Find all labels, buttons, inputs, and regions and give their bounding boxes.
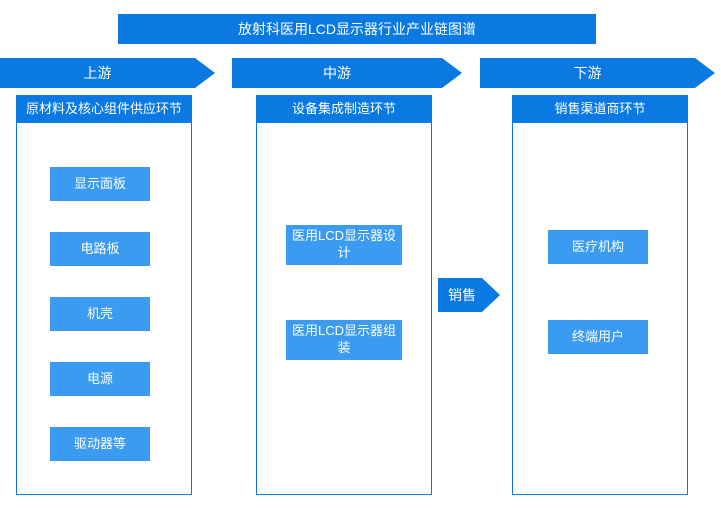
- section-label-midstream: 中游: [232, 58, 442, 88]
- section-label-downstream: 下游: [480, 58, 695, 88]
- upstream-item: 显示面板: [50, 167, 150, 201]
- upstream-item: 驱动器等: [50, 427, 150, 461]
- arrow-head-icon: [442, 58, 462, 88]
- section-arrow-upstream: 上游: [0, 58, 215, 88]
- arrow-head-icon: [195, 58, 215, 88]
- column-header-midstream: 设备集成制造环节: [257, 96, 431, 123]
- downstream-item: 终端用户: [548, 320, 648, 354]
- column-midstream: 设备集成制造环节: [256, 95, 432, 495]
- column-header-downstream: 销售渠道商环节: [513, 96, 687, 123]
- section-arrow-downstream: 下游: [480, 58, 715, 88]
- section-arrow-midstream: 中游: [232, 58, 462, 88]
- downstream-item: 医疗机构: [548, 230, 648, 264]
- midstream-item: 医用LCD显示器组装: [286, 320, 402, 360]
- upstream-item: 电路板: [50, 232, 150, 266]
- sale-arrow: 销售: [438, 278, 500, 312]
- upstream-item: 机壳: [50, 297, 150, 331]
- midstream-item: 医用LCD显示器设计: [286, 225, 402, 265]
- upstream-item: 电源: [50, 362, 150, 396]
- sale-label: 销售: [438, 278, 482, 312]
- column-downstream: 销售渠道商环节: [512, 95, 688, 495]
- section-label-upstream: 上游: [0, 58, 195, 88]
- column-header-upstream: 原材料及核心组件供应环节: [17, 96, 191, 123]
- arrow-head-icon: [482, 278, 500, 312]
- arrow-head-icon: [695, 58, 715, 88]
- diagram-title: 放射科医用LCD显示器行业产业链图谱: [118, 14, 596, 44]
